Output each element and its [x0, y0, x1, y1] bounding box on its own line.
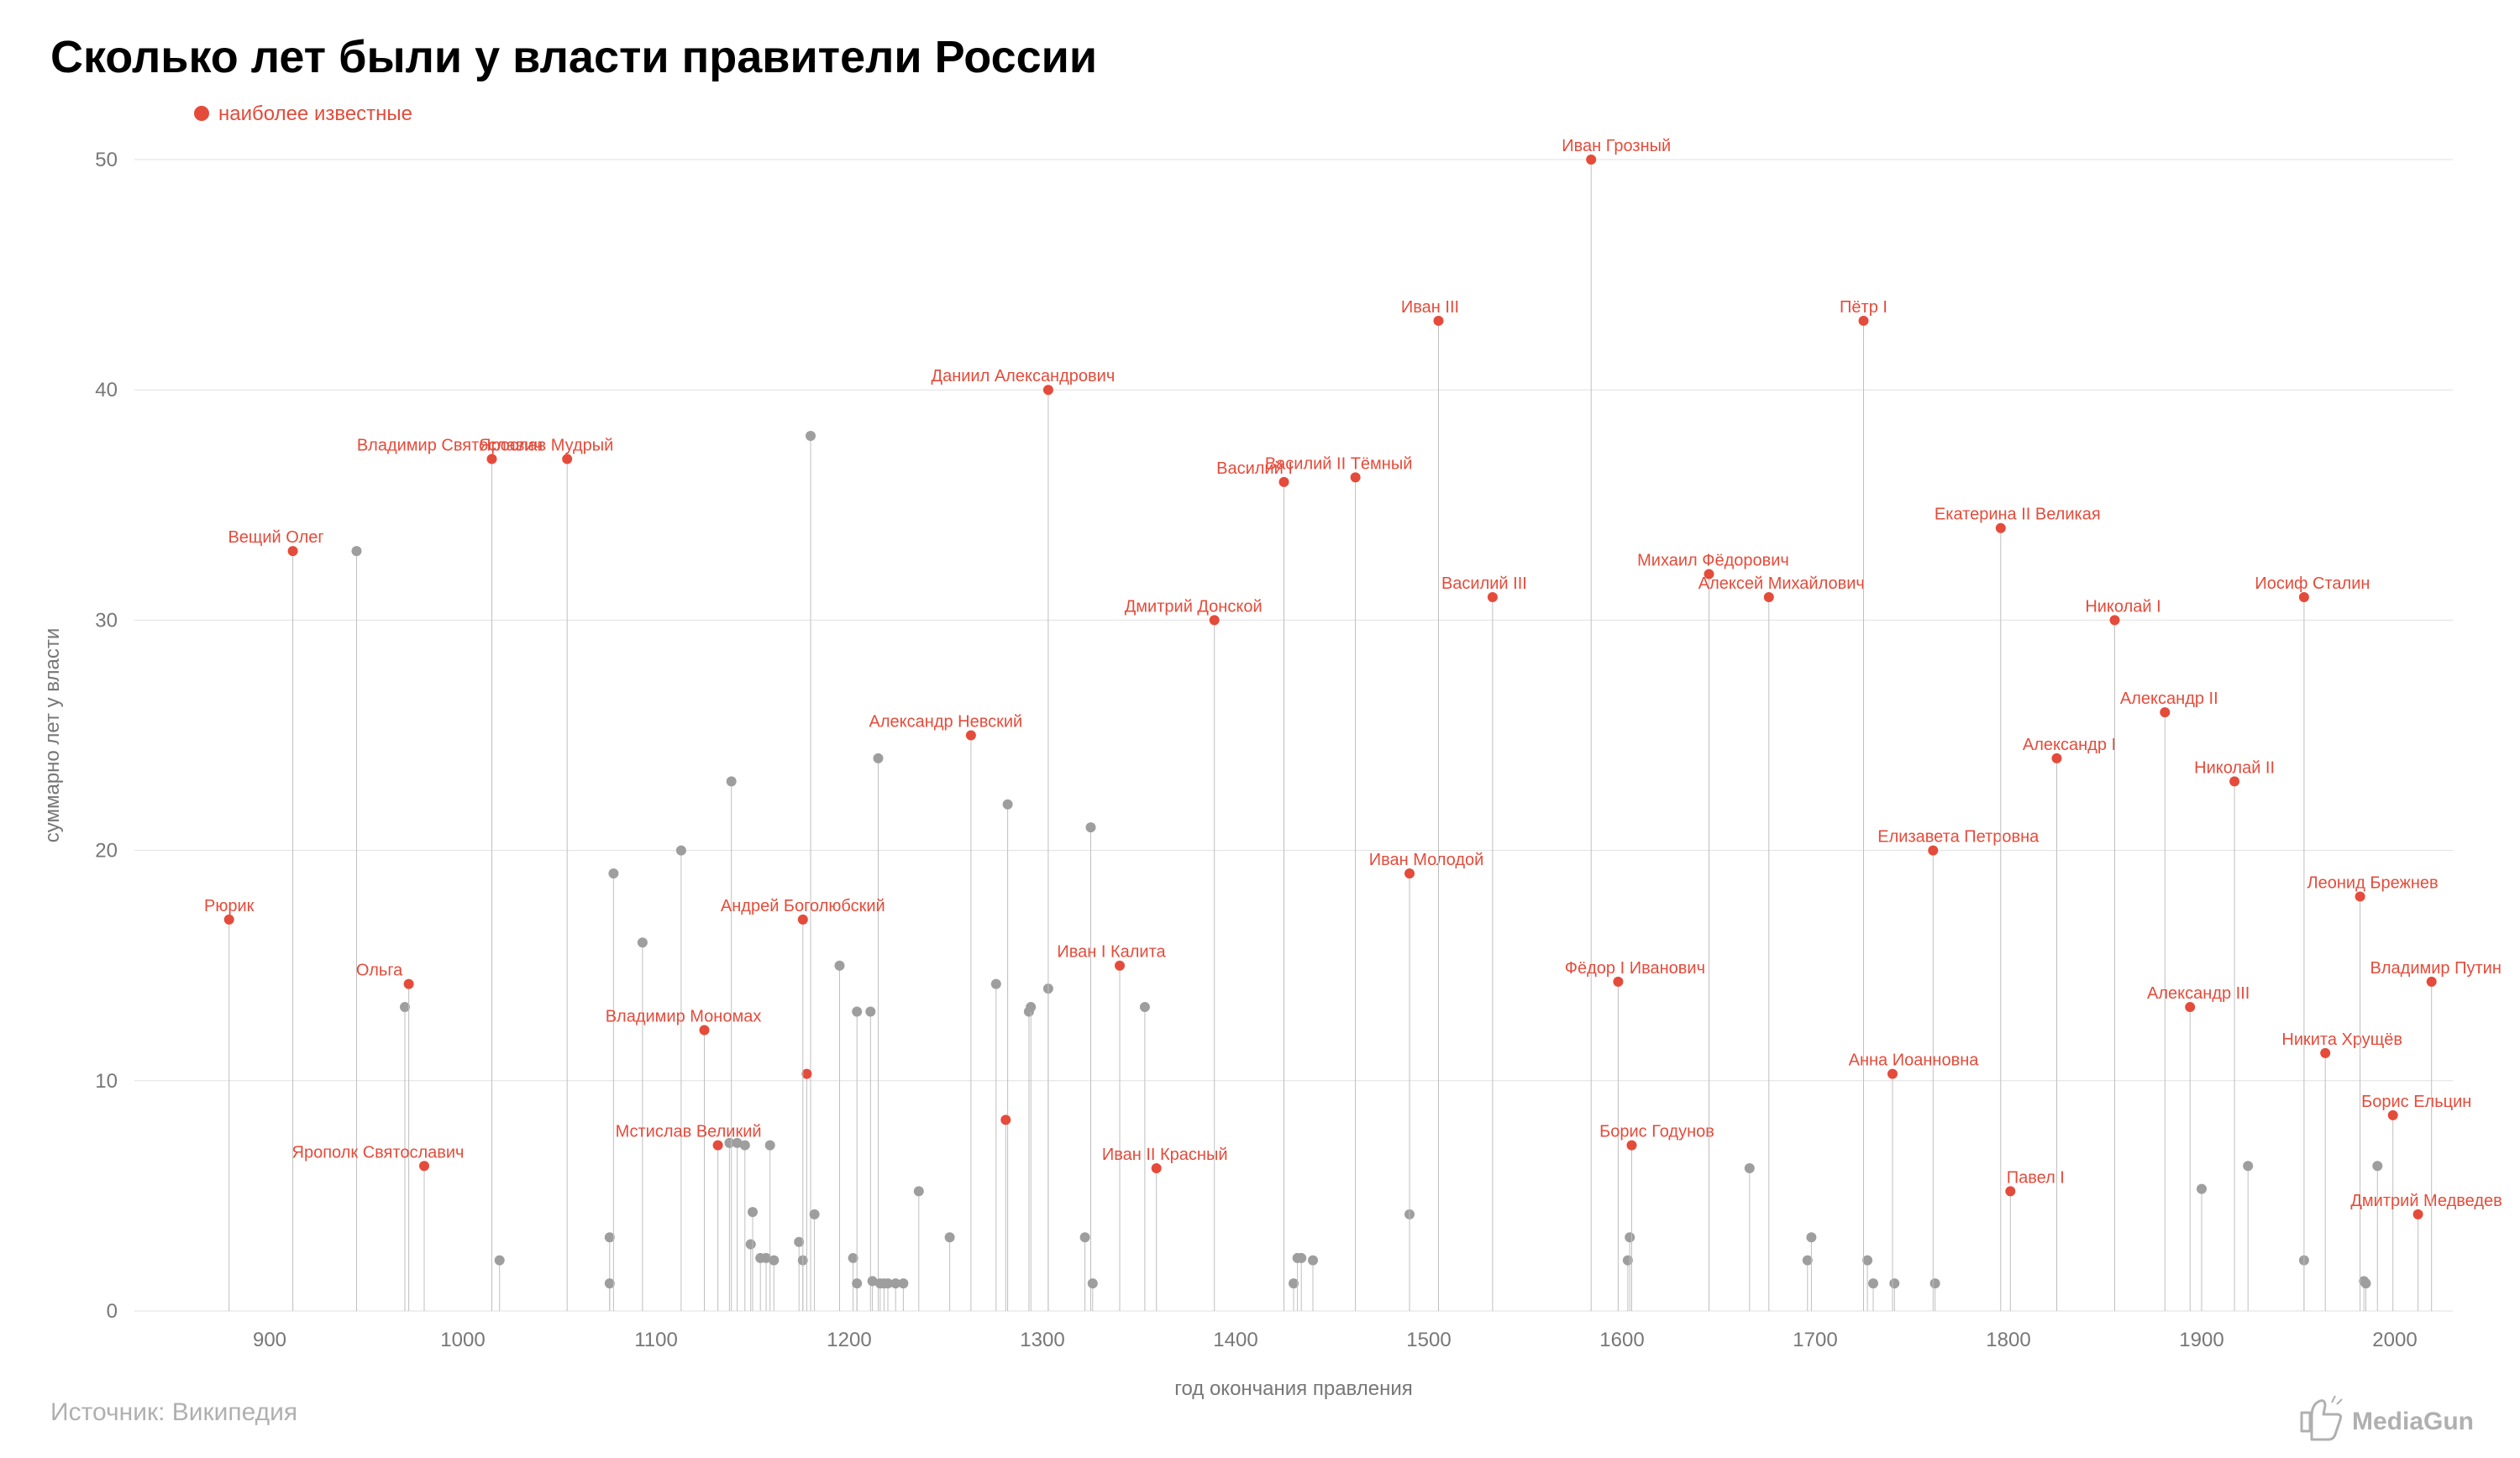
x-tick-label: 1000 [440, 1329, 485, 1351]
ruler-label: Екатерина II Великая [1935, 506, 2101, 524]
ruler-label: Василий II Тёмный [1265, 454, 1413, 473]
x-tick-label: 1400 [1213, 1329, 1257, 1351]
ruler-label: Вещий Олег [228, 528, 323, 547]
x-tick-label: 1600 [1599, 1329, 1644, 1351]
ruler-label: Пётр I [1840, 298, 1887, 317]
x-axis-label: год окончания правления [1174, 1377, 1413, 1400]
ruler-label: Михаил Фёдорович [1637, 552, 1789, 570]
y-tick-label: 0 [107, 1300, 118, 1323]
x-tick-label: 1100 [634, 1329, 678, 1351]
ruler-label: Александр I [2023, 736, 2116, 754]
ruler-label: Николай II [2194, 758, 2275, 777]
ruler-label: Ольга [356, 962, 403, 980]
ruler-label: Даниил Александрович [932, 367, 1116, 385]
ruler-label: Владимир Путин [2370, 959, 2502, 978]
chart-container: Рюрик Вещий Олег Ольга Ярополк Святославич В… [0, 0, 2520, 1458]
ruler-label: Дмитрий Донской [1125, 597, 1263, 616]
x-tick-label: 1900 [2179, 1329, 2223, 1351]
legend-dot-icon [194, 106, 209, 121]
x-tick-label: 900 [253, 1329, 286, 1351]
ruler-label: Иван II Красный [1102, 1146, 1228, 1164]
ruler-label: Александр II [2120, 690, 2218, 708]
ruler-label: Андрей Боголюбский [721, 897, 885, 915]
ruler-label: Мстислав Великий [616, 1123, 762, 1141]
ruler-label: Анна Иоанновна [1849, 1052, 1980, 1070]
x-tick-label: 1500 [1406, 1329, 1451, 1351]
ruler-label: Ярослав Мудрый [479, 436, 613, 454]
y-tick-label: 30 [95, 609, 118, 632]
x-tick-label: 1800 [1986, 1329, 2030, 1351]
ruler-label: Елизавета Петровна [1877, 828, 2040, 847]
ruler-label: Борис Ельцин [2361, 1093, 2471, 1111]
y-tick-label: 20 [95, 840, 118, 863]
ruler-label: Алексей Михайлович [1698, 574, 1865, 593]
ruler-label: Иван Молодой [1369, 851, 1484, 869]
ruler-label: Александр Невский [869, 713, 1023, 732]
ruler-label: Ярополк Святославич [292, 1143, 465, 1162]
ruler-label: Дмитрий Медведев [2350, 1192, 2502, 1210]
x-tick-label: 1200 [827, 1329, 871, 1351]
legend: наиболее известные [194, 102, 412, 125]
ruler-label: Иосиф Сталин [2255, 574, 2370, 593]
ruler-label: Фёдор I Иванович [1565, 959, 1705, 978]
chart-svg: Рюрик Вещий Олег Ольга Ярополк Святославич В… [0, 0, 2520, 1454]
source-label: Источник: Википедия [50, 1398, 297, 1426]
ruler-label: Иван Грозный [1562, 137, 1671, 155]
ruler-label: Владимир Мономах [606, 1007, 762, 1025]
y-tick-label: 50 [95, 149, 118, 171]
x-tick-label: 1300 [1020, 1329, 1064, 1351]
x-tick-label: 1700 [1793, 1329, 1837, 1351]
ruler-label: Павел I [2007, 1168, 2065, 1187]
ruler-label: Рюрик [204, 897, 255, 915]
legend-label: наиболее известные [218, 102, 412, 125]
ruler-label: Борис Годунов [1599, 1123, 1714, 1141]
y-tick-label: 10 [95, 1070, 118, 1093]
ruler-label: Никита Хрущёв [2281, 1031, 2402, 1049]
ruler-label: Иван III [1401, 298, 1459, 317]
ruler-label: Николай I [2085, 597, 2160, 616]
ruler-label: Василий III [1441, 574, 1527, 593]
ruler-label: Иван I Калита [1057, 943, 1166, 962]
y-axis-label: суммарно лет у власти [41, 628, 64, 843]
brand-label: MediaGun [2352, 1408, 2474, 1435]
ruler-label: Леонид Брежнев [2307, 873, 2439, 892]
chart-title: Сколько лет были у власти правители Росс… [50, 32, 1097, 82]
y-tick-label: 40 [95, 379, 118, 401]
x-tick-label: 2000 [2372, 1329, 2417, 1351]
